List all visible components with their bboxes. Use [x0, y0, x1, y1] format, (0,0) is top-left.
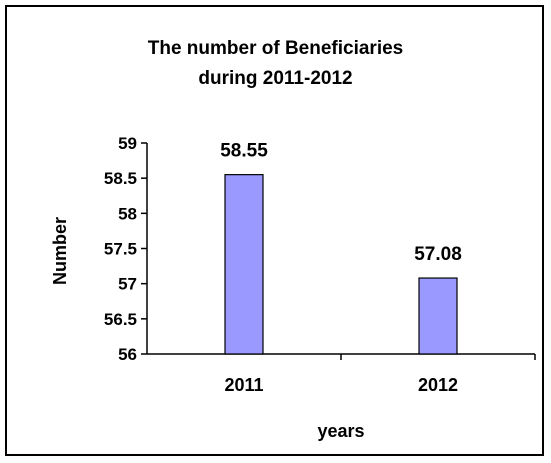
x-tick-label: 2011 — [224, 375, 263, 395]
y-axis-ticks: 59 58.5 58 57.5 57 56.5 56 — [104, 134, 147, 364]
y-tick-label: 59 — [118, 134, 137, 153]
bar-2012 — [418, 277, 458, 355]
y-tick-label: 56 — [118, 345, 137, 364]
x-tick-label: 2012 — [418, 375, 458, 395]
chart-title-line-1: The number of Beneficiaries — [147, 38, 404, 59]
x-axis-label: years — [317, 421, 364, 441]
x-axis-tick-labels: 2011 2012 — [224, 375, 458, 395]
chart-frame — [5, 5, 544, 456]
y-tick-label: 57.5 — [104, 240, 137, 259]
chart-title-line-2: during 2011-2012 — [198, 68, 353, 89]
y-axis-label: Number — [50, 217, 70, 285]
y-tick-label: 56.5 — [104, 310, 137, 329]
bar-value-label: 57.08 — [414, 244, 462, 265]
y-tick-label: 58.5 — [104, 169, 137, 188]
chart-axes — [146, 143, 536, 360]
y-tick-label: 58 — [118, 204, 137, 223]
bar-2011 — [224, 174, 264, 355]
bar-value-label: 58.55 — [220, 141, 268, 162]
chart-bars: 58.55 57.08 — [220, 141, 462, 355]
y-tick-label: 57 — [118, 275, 137, 294]
